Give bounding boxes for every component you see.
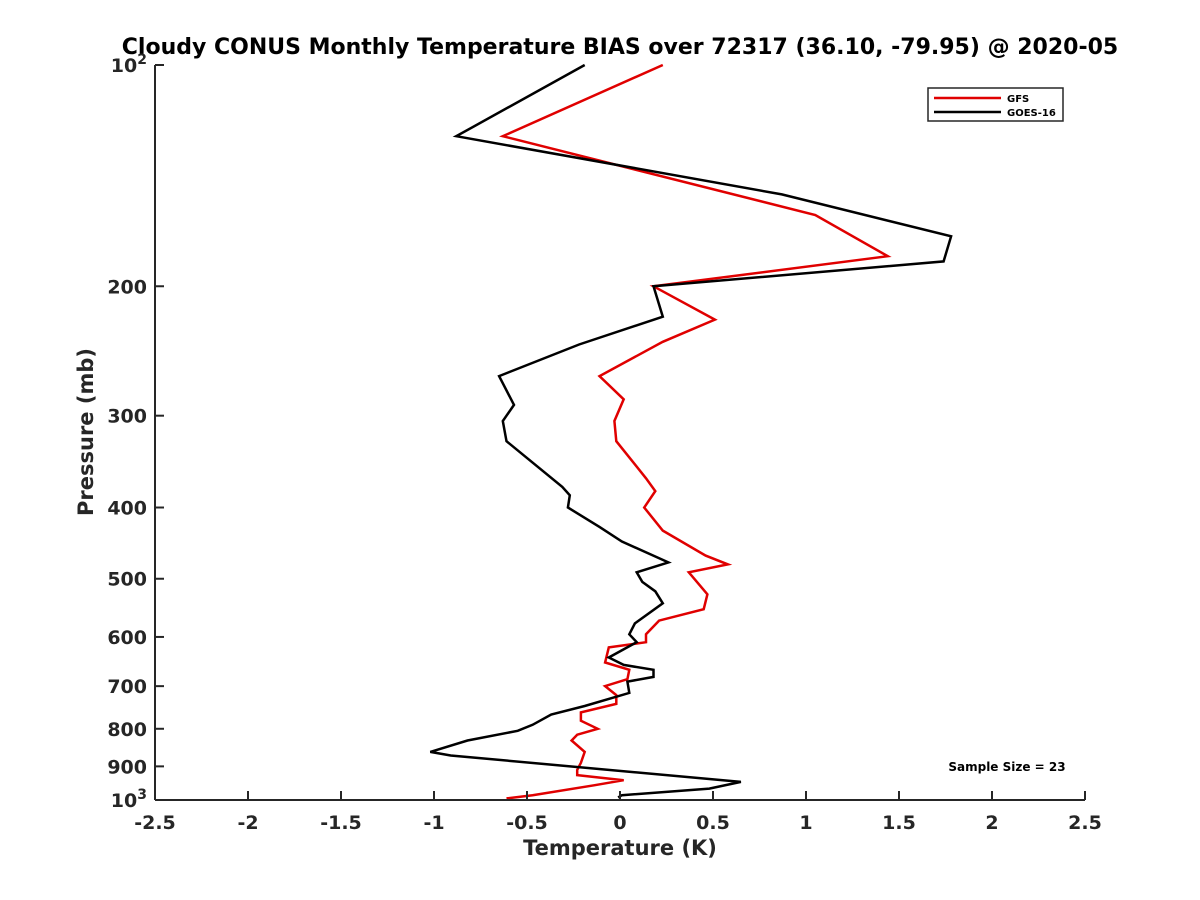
- x-tick-label: -2: [237, 812, 258, 834]
- x-tick-label: -2.5: [134, 812, 176, 834]
- y-tick-label: 500: [107, 569, 147, 591]
- legend: GFS GOES-16: [927, 87, 1064, 122]
- y-tick-base: 10: [111, 790, 137, 812]
- y-tick-label: 700: [107, 676, 147, 698]
- y-tick-base: 10: [111, 55, 137, 77]
- legend-box: [927, 87, 1064, 122]
- sample-size-annotation: Sample Size = 23: [948, 760, 1065, 774]
- y-tick-label: 800: [107, 719, 147, 741]
- chart-title: Cloudy CONUS Monthly Temperature BIAS ov…: [122, 35, 1118, 60]
- x-ticks: -2.5 -2 -1.5 -1 -0.5 0 0.5 1 1.5 2 2.5: [134, 791, 1102, 834]
- x-tick-label: 0: [613, 812, 626, 834]
- x-tick-label: 0.5: [696, 812, 730, 834]
- legend-label-goes16: GOES-16: [1007, 108, 1056, 119]
- series-line-goes16: [429, 63, 953, 799]
- x-tick-label: 2.5: [1068, 812, 1102, 834]
- y-tick-label: 102: [111, 52, 147, 77]
- series-layer: [429, 63, 953, 800]
- y-tick-label: 600: [107, 627, 147, 649]
- x-axis-label: Temperature (K): [523, 836, 717, 860]
- x-tick-label: -1.5: [320, 812, 362, 834]
- y-tick-label: 300: [107, 406, 147, 428]
- y-tick-label: 200: [107, 276, 147, 298]
- y-tick-label: 400: [107, 498, 147, 520]
- x-tick-label: 2: [985, 812, 998, 834]
- series-line-gfs: [498, 63, 892, 800]
- y-tick-exponent: 2: [137, 52, 147, 68]
- x-tick-label: 1: [799, 812, 812, 834]
- legend-label-gfs: GFS: [1007, 94, 1029, 105]
- x-tick-label: -1: [423, 812, 444, 834]
- y-tick-exponent: 3: [137, 787, 147, 803]
- x-tick-label: 1.5: [882, 812, 916, 834]
- y-tick-label: 900: [107, 756, 147, 778]
- y-axis-label: Pressure (mb): [74, 348, 98, 516]
- x-tick-label: -0.5: [506, 812, 548, 834]
- y-tick-label: 103: [111, 787, 147, 812]
